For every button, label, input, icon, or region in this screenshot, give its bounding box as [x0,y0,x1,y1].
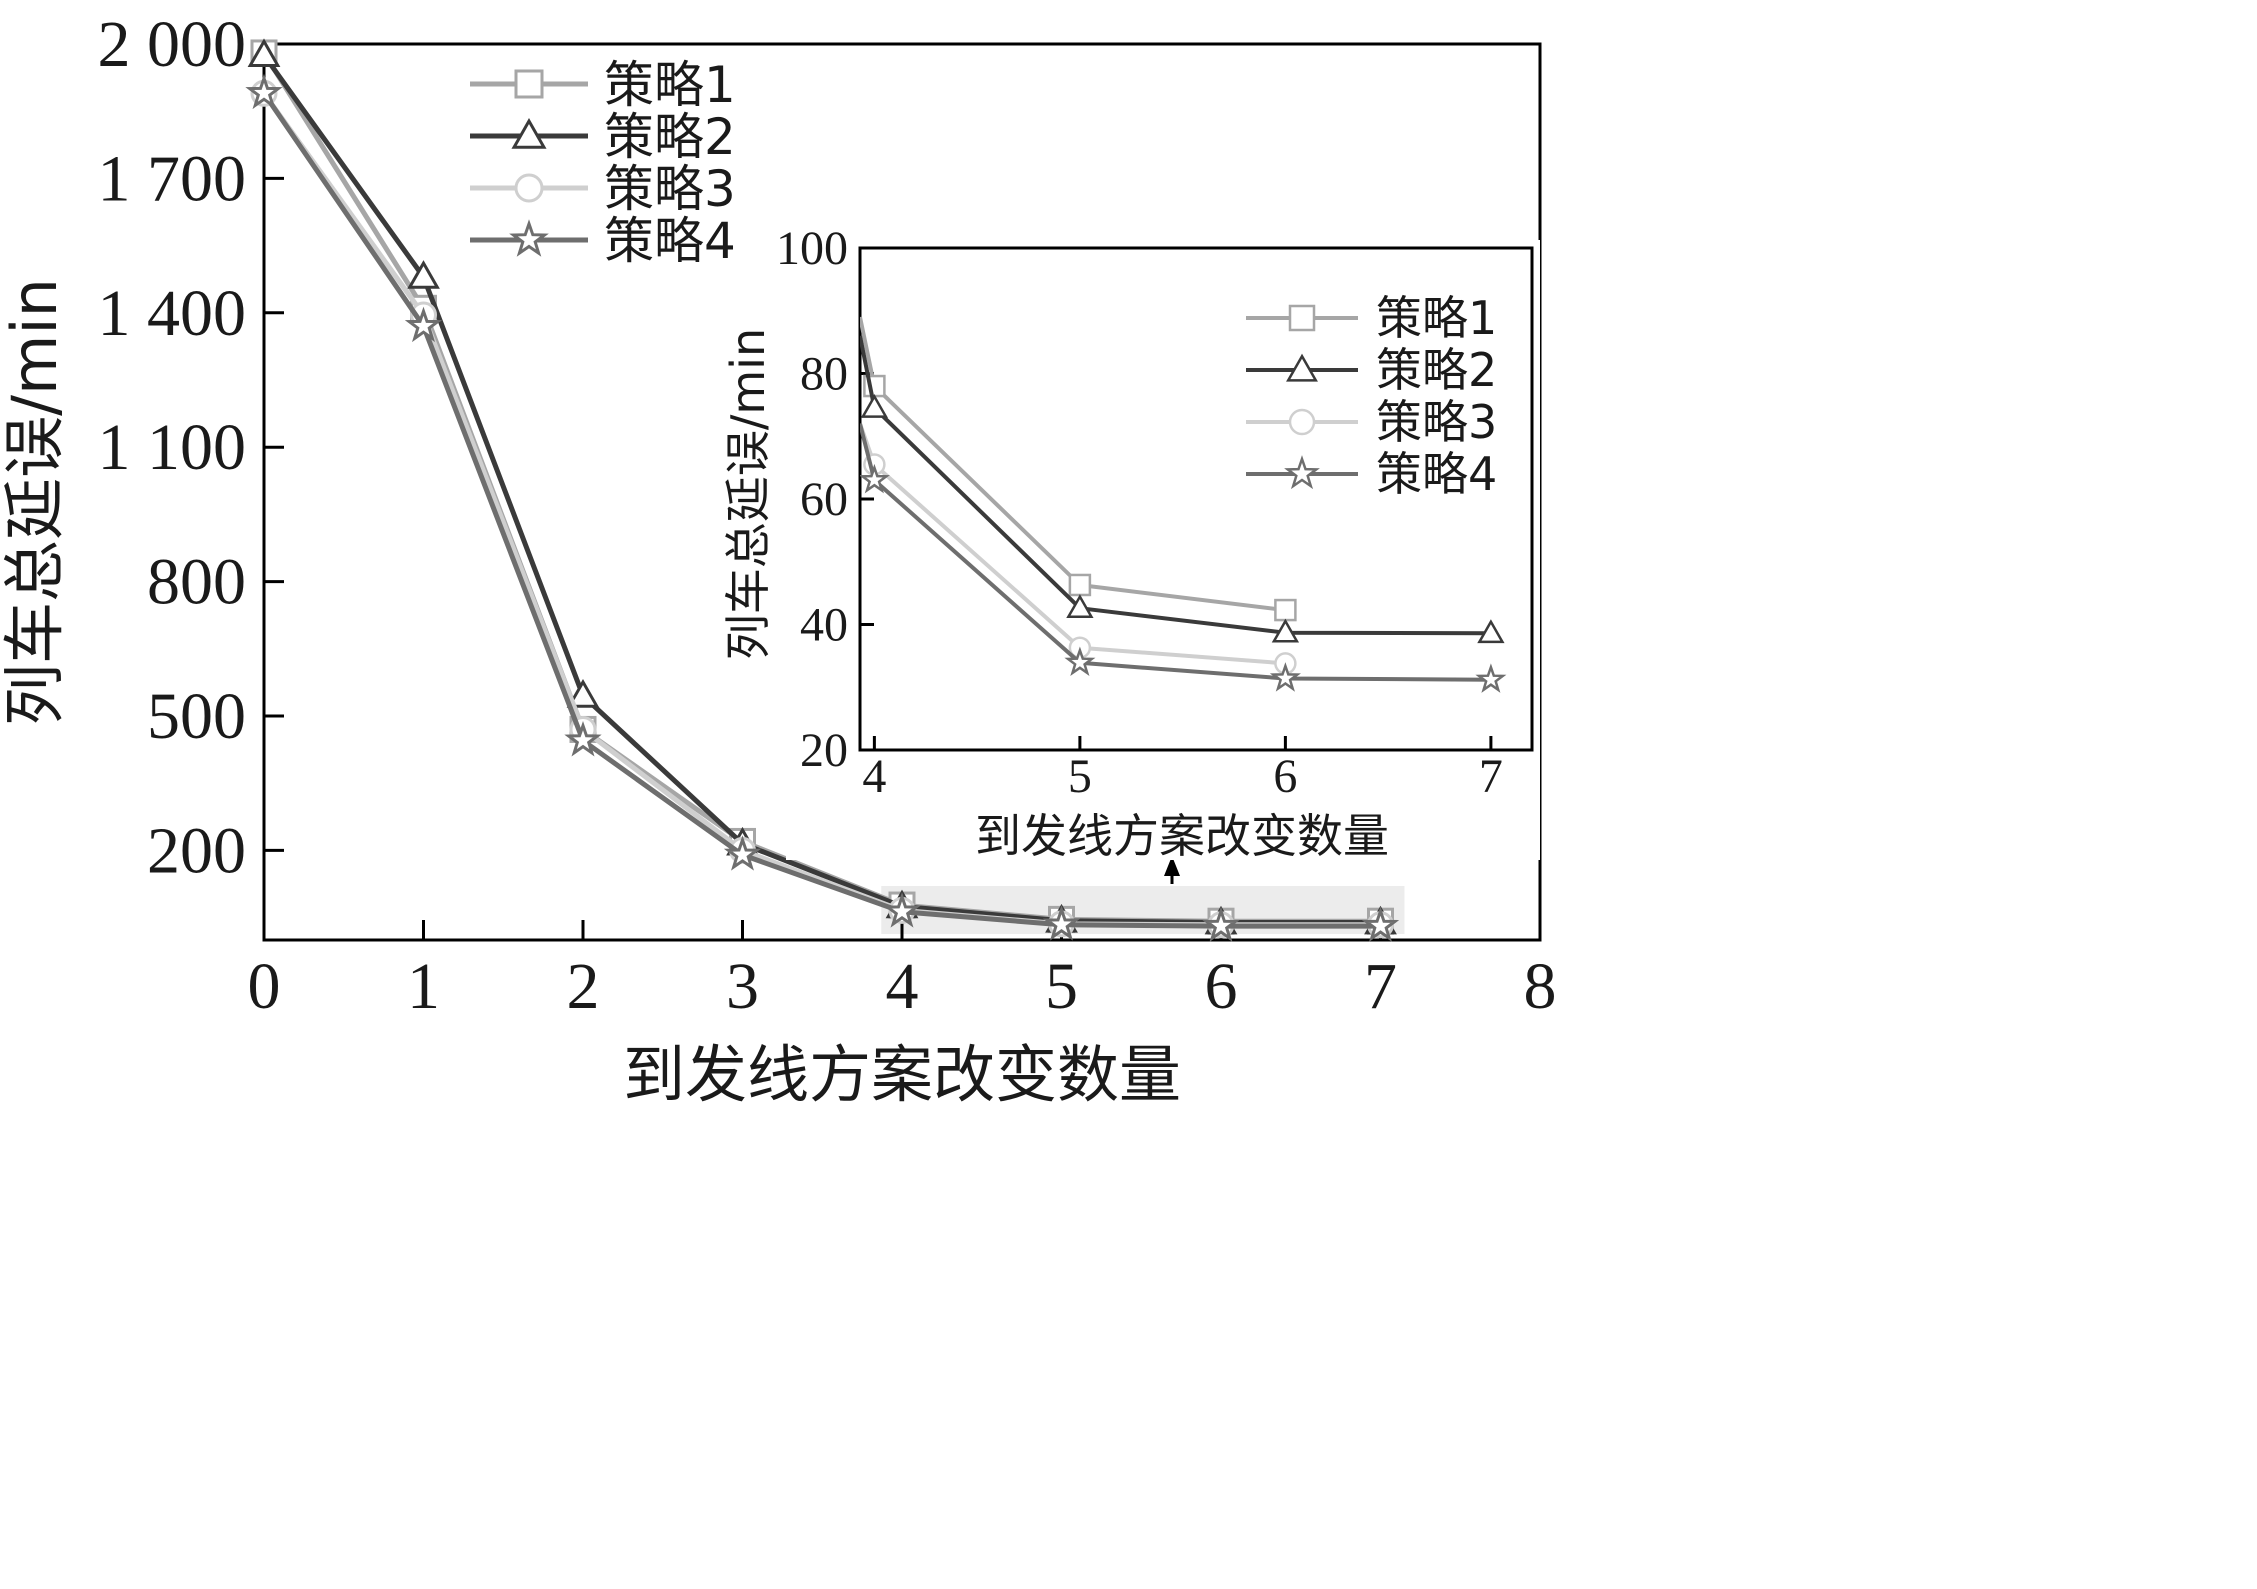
x-tick-label: 2 [567,950,600,1023]
inset-data-point [860,463,890,494]
data-point [566,679,600,708]
inset-x-tick-label: 4 [862,750,886,803]
inset-data-point [1274,598,1297,622]
inset-data-point [1269,662,1301,692]
inset-legend-marker [1288,304,1316,332]
data-point [407,260,440,289]
inset-data-point [1068,573,1092,597]
inset-legend-marker [1288,408,1316,436]
inset-y-tick-label: 80 [800,348,848,401]
legend-marker [514,69,544,99]
x-tick-label: 0 [248,950,281,1023]
x-tick-label: 8 [1524,950,1557,1023]
inset-legend-label: 策略4 [1376,447,1497,501]
y-axis-title: 列车总延误/min [0,278,71,726]
x-tick-label: 3 [726,950,759,1023]
inset-data-point [1475,663,1507,693]
x-tick-label: 4 [886,950,919,1023]
inset-data-point [860,393,889,418]
inset-y-axis-title: 列车总延误/min [721,328,775,660]
legend-label: 策略2 [604,108,736,166]
inset-y-tick-label: 40 [800,599,848,652]
inset-legend-label: 策略1 [1376,291,1497,345]
inset-y-tick-label: 100 [776,222,848,275]
data-point [404,306,443,343]
legend-marker [514,173,544,203]
inset-series-line [860,316,1286,613]
legend-label: 策略3 [604,160,736,218]
zoom-arrow-head [1164,856,1180,876]
inset-x-tick-label: 6 [1273,750,1297,803]
y-tick-label: 2 000 [98,8,247,81]
legend-label: 策略1 [604,56,736,114]
legend-marker [511,118,547,149]
main-chart: 0 1 2 3 4 5 6 7 8 200 500 800 1 100 1 400 1 700 2 000 到发… [0,8,1557,1111]
x-tick-label: 1 [407,950,440,1023]
inset-legend-label: 策略3 [1376,395,1497,449]
inset-legend-label: 策略2 [1376,343,1497,397]
series-4 [245,73,1400,942]
data-point [245,73,283,110]
inset-data-point [1477,619,1505,644]
y-tick-label: 1 400 [98,277,247,350]
inset-series-4 [860,423,1507,693]
y-tick-label: 500 [147,680,246,753]
inset-frame [858,246,1534,752]
inset-series-2 [860,335,1505,644]
data-point [883,892,921,928]
data-point [247,38,281,68]
legend-marker [509,219,549,257]
y-tick-label: 1 700 [98,142,247,215]
x-axis-title: 到发线方案改变数量 [623,1038,1181,1111]
inset-legend-marker [1284,455,1320,490]
data-point [1361,906,1400,942]
y-tick-label: 200 [147,814,246,887]
inset-y-tick-label: 20 [800,724,848,777]
data-point [564,720,602,757]
x-tick-label: 7 [1364,950,1397,1023]
data-point [1202,906,1240,942]
inset-data-point [1064,646,1096,676]
x-tick-label: 6 [1205,950,1238,1023]
inset-legend-marker [1286,353,1318,382]
inset-data-point [1066,594,1094,619]
y-tick-label: 1 100 [98,411,247,484]
inset-plot-area [860,316,1507,693]
series-line [261,91,1381,929]
data-point [1042,905,1081,941]
data-point [723,835,762,871]
legend-label: 策略4 [604,212,736,270]
inset-data-point [1271,618,1300,643]
y-tick-label: 800 [147,546,246,619]
inset-chart: 4 5 6 720406080100到发线方案改变数量列车总延误/min策略1策略2策… [721,222,1540,863]
x-tick-label: 5 [1045,950,1078,1023]
inset-x-axis-title: 到发线方案改变数量 [975,809,1389,863]
inset-y-tick-label: 60 [800,473,848,526]
inset-x-tick-label: 5 [1068,750,1092,803]
inset-x-tick-label: 7 [1479,750,1503,803]
